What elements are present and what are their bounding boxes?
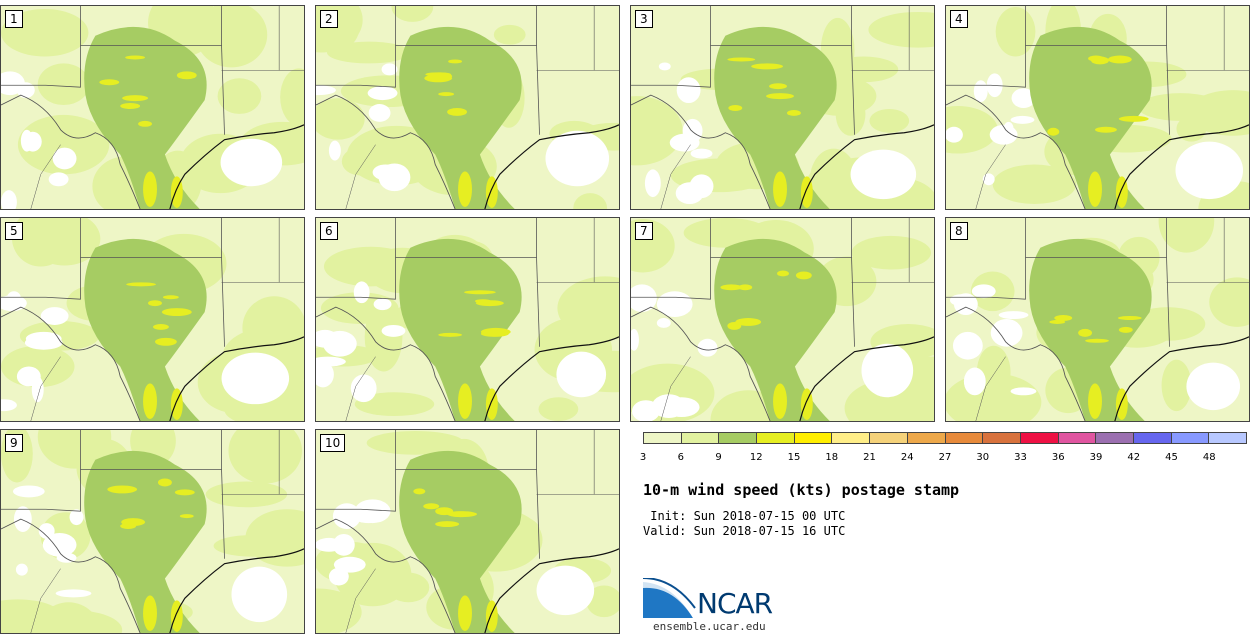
map-field [316, 430, 619, 633]
colorbar-swatch [832, 433, 871, 443]
map-field [1, 218, 304, 421]
stamp-number: 2 [320, 10, 338, 28]
colorbar-swatch [757, 433, 795, 443]
colorbar-tick-label: 48 [1202, 452, 1216, 463]
logo-text: NCAR [697, 587, 773, 620]
chart-title: 10-m wind speed (kts) postage stamp [643, 481, 960, 499]
stamp-number: 7 [635, 222, 653, 240]
ncar-logo-icon [643, 578, 696, 618]
colorbar-swatch [870, 433, 908, 443]
colorbar-swatch [719, 433, 758, 443]
stamp-number: 6 [320, 222, 338, 240]
postage-stamp-2[interactable]: 2 [315, 5, 620, 210]
stamp-number: 4 [950, 10, 968, 28]
stamp-number: 10 [320, 434, 346, 452]
map-field [631, 218, 934, 421]
map-field [316, 218, 619, 421]
colorbar-swatch [644, 433, 682, 443]
colorbar-swatch [794, 433, 833, 443]
colorbar-tick-label: 15 [787, 452, 801, 463]
postage-stamp-6[interactable]: 6 [315, 217, 620, 422]
colorbar [643, 432, 1247, 444]
colorbar-tick-label: 21 [863, 452, 876, 463]
colorbar-swatch [1096, 433, 1134, 443]
colorbar-tick-label: 45 [1165, 452, 1178, 463]
postage-stamp-4[interactable]: 4 [945, 5, 1250, 210]
colorbar-swatch [1058, 433, 1097, 443]
postage-stamp-10[interactable]: 10 [315, 429, 620, 634]
stamp-number: 1 [5, 10, 23, 28]
map-field [946, 218, 1249, 421]
colorbar-swatch [983, 433, 1021, 443]
colorbar-tick-label: 33 [1014, 452, 1027, 463]
colorbar-swatch [907, 433, 946, 443]
colorbar-tick-label: 39 [1089, 452, 1103, 463]
stamp-number: 8 [950, 222, 968, 240]
colorbar-tick-label: 9 [715, 452, 722, 463]
map-field [1, 430, 304, 633]
map-field [1, 6, 304, 209]
stamp-number: 5 [5, 222, 23, 240]
postage-stamp-3[interactable]: 3 [630, 5, 935, 210]
colorbar-swatch [945, 433, 984, 443]
colorbar-tick-label: 6 [677, 452, 684, 463]
colorbar-swatch [1171, 433, 1210, 443]
postage-stamp-5[interactable]: 5 [0, 217, 305, 422]
valid-time: Valid: Sun 2018-07-15 16 UTC [643, 524, 846, 538]
postage-stamp-7[interactable]: 7 [630, 217, 935, 422]
colorbar-tick-label: 18 [825, 452, 839, 463]
colorbar-swatch [681, 433, 720, 443]
colorbar-swatch [1133, 433, 1172, 443]
stamp-number: 9 [5, 434, 23, 452]
colorbar-tick-label: 3 [639, 452, 647, 463]
colorbar-tick-label: 42 [1127, 452, 1141, 463]
colorbar-ticks: 3 6 9 12 15 18 21 24 27 30 33 36 39 42 45 48 [639, 452, 1247, 466]
map-field [946, 6, 1249, 209]
map-field [316, 6, 619, 209]
logo-url[interactable]: ensemble.ucar.edu [653, 620, 766, 633]
postage-stamp-8[interactable]: 8 [945, 217, 1250, 422]
colorbar-tick-label: 27 [938, 452, 952, 463]
map-field [631, 6, 934, 209]
colorbar-swatch [1209, 433, 1246, 443]
colorbar-tick-label: 12 [749, 452, 763, 463]
init-time: Init: Sun 2018-07-15 00 UTC [643, 509, 846, 523]
colorbar-tick-label: 30 [976, 452, 990, 463]
colorbar-swatch [1020, 433, 1059, 443]
postage-stamp-1[interactable]: 1 [0, 5, 305, 210]
postage-stamp-9[interactable]: 9 [0, 429, 305, 634]
colorbar-tick-label: 36 [1051, 452, 1065, 463]
stamp-number: 3 [635, 10, 653, 28]
colorbar-tick-label: 24 [900, 452, 914, 463]
